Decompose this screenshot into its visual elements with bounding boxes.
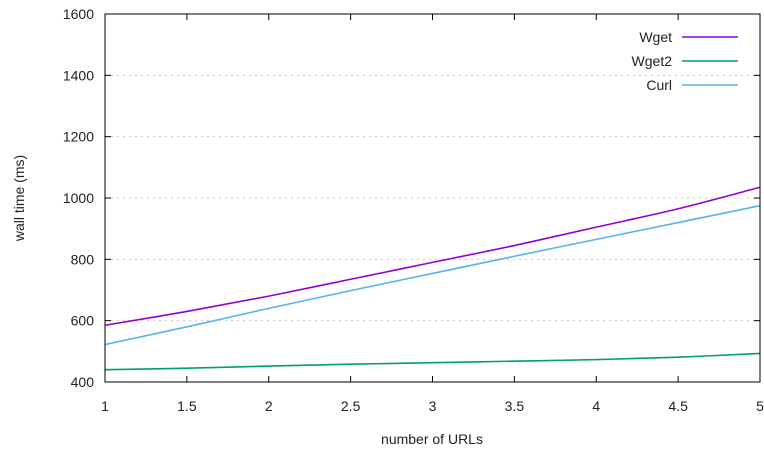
y-tick-label: 1200 bbox=[63, 129, 94, 145]
x-tick-label: 4.5 bbox=[668, 398, 688, 414]
y-tick-label: 1400 bbox=[63, 67, 94, 83]
x-tick-label: 3 bbox=[429, 398, 437, 414]
x-tick-label: 4 bbox=[592, 398, 600, 414]
y-tick-label: 600 bbox=[71, 313, 95, 329]
x-axis-title: number of URLs bbox=[381, 431, 483, 447]
series-lines bbox=[104, 186, 761, 371]
y-tick-label: 1000 bbox=[63, 190, 94, 206]
tick-labels: 400 600 800 1000 1200 1400 1600 1 1.5 2 2.5 3 3.5 4 4.… bbox=[63, 6, 764, 414]
series-line-wget2 bbox=[104, 352, 761, 371]
legend-label-wget: Wget bbox=[639, 29, 672, 45]
series-line-wget bbox=[104, 186, 761, 327]
y-tick-label: 800 bbox=[71, 251, 95, 267]
y-tick-label: 400 bbox=[71, 374, 95, 390]
legend-label-curl: Curl bbox=[646, 77, 672, 93]
x-tick-label: 1.5 bbox=[177, 398, 197, 414]
plot-frame bbox=[104, 13, 761, 383]
y-axis-title: wall time (ms) bbox=[11, 155, 27, 242]
x-tick-label: 5 bbox=[756, 398, 764, 414]
axis-ticks bbox=[104, 13, 761, 383]
legend: Wget Wget2 Curl bbox=[632, 29, 738, 93]
legend-label-wget2: Wget2 bbox=[632, 53, 673, 69]
x-tick-label: 2 bbox=[265, 398, 273, 414]
series-line-curl bbox=[104, 204, 761, 346]
grid-lines bbox=[105, 74, 760, 322]
y-tick-label: 1600 bbox=[63, 6, 94, 22]
x-tick-label: 3.5 bbox=[505, 398, 525, 414]
x-tick-label: 1 bbox=[101, 398, 109, 414]
x-tick-label: 2.5 bbox=[341, 398, 361, 414]
